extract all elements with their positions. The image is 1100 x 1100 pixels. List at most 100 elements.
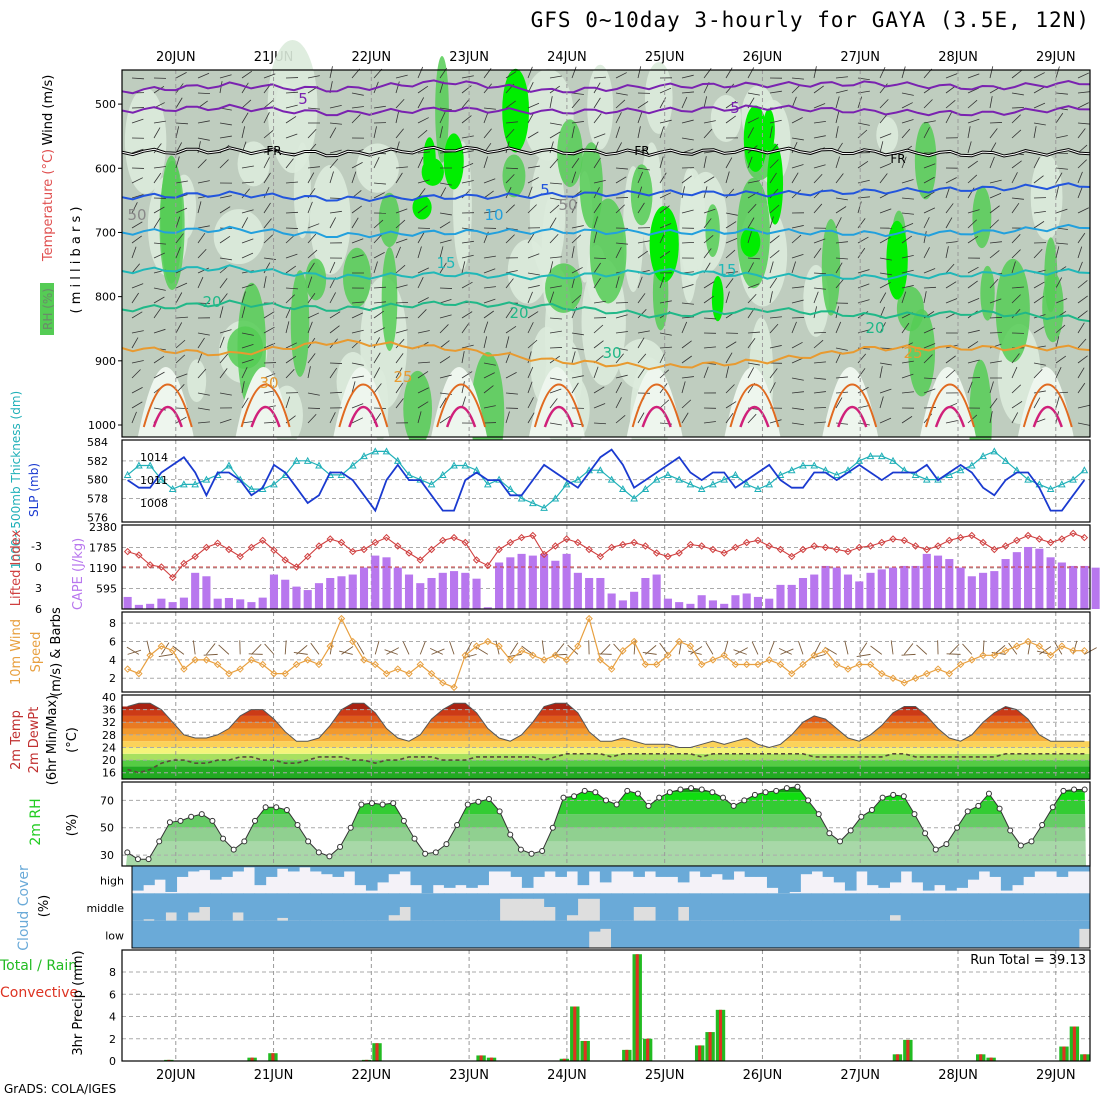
wind-barb: [879, 396, 884, 409]
wind-barb: [153, 252, 166, 259]
rh-marker: [954, 824, 961, 831]
wind-barb: [593, 386, 605, 394]
wind-barb: [615, 242, 628, 245]
rh-marker: [1039, 822, 1046, 828]
thickness-marker: [697, 485, 706, 493]
wind-barb: [153, 371, 165, 379]
wind-barb: [373, 337, 380, 349]
wind-barb: [307, 249, 318, 259]
panel-frame: [121, 949, 1091, 1062]
wind-barb: [527, 311, 539, 319]
cape-bar: [1024, 546, 1033, 609]
lifted-marker: [585, 545, 593, 554]
wind-barb: [725, 115, 736, 124]
cape-bar: [866, 572, 875, 609]
cloud-bar-high: [265, 866, 278, 877]
cloud-bar-high: [978, 866, 991, 872]
wind-barb: [1055, 396, 1060, 409]
rh-dry-area: [644, 62, 673, 134]
thickness-marker: [461, 461, 470, 469]
wind-barb: [615, 397, 622, 409]
cape-bar: [224, 597, 233, 609]
wind-barb: [857, 201, 862, 214]
wind-barb: [1077, 72, 1090, 79]
lifted-marker: [247, 543, 256, 552]
wind-barb: [219, 74, 232, 79]
wind-barb: [527, 253, 540, 259]
cape-bar: [922, 553, 931, 609]
cloud-bar-high: [911, 866, 924, 883]
tick-label: 582: [87, 455, 108, 468]
wind-barb: [769, 216, 774, 229]
lifted-marker: [776, 545, 785, 554]
wind-barb: [571, 351, 576, 364]
wind-barb: [527, 102, 540, 109]
lifted-marker: [664, 552, 672, 561]
surface-wind-barb: [659, 642, 669, 655]
wind-barb: [681, 381, 686, 394]
lifted-marker: [382, 533, 391, 542]
cloud-bar-high: [722, 866, 735, 880]
wind-speed-marker: [810, 651, 818, 660]
lifted-marker: [135, 551, 143, 559]
thickness-marker: [1001, 456, 1010, 464]
wind-speed-marker: [742, 660, 751, 669]
wind-barb: [593, 300, 606, 304]
wind-barb: [549, 75, 562, 79]
wind-barb: [879, 173, 888, 184]
wind-barb: [857, 96, 863, 109]
tick-label: high: [100, 875, 124, 888]
wind-barb: [1011, 384, 1022, 394]
wind-barb: [1077, 422, 1090, 426]
cloud-bar-high: [967, 866, 980, 880]
cloud-bar-low: [276, 920, 289, 948]
wind-barb: [923, 291, 927, 304]
wind-barb: [989, 122, 1003, 124]
wind-barb: [549, 398, 558, 409]
wind-barb: [681, 302, 694, 305]
wind-barb: [439, 239, 452, 244]
wind-barb: [241, 332, 254, 336]
cloud-bar-low: [377, 920, 389, 948]
cape-bar: [371, 555, 380, 609]
rh-marker: [656, 794, 663, 801]
cloud-bar-high: [1012, 866, 1024, 886]
rh-marker: [251, 817, 258, 824]
wind-barb: [1033, 72, 1045, 79]
rh-marker: [858, 813, 865, 820]
wind-barb: [879, 417, 892, 424]
wind-barb: [285, 116, 297, 124]
wind-barb: [637, 111, 643, 124]
wind-speed-marker: [292, 660, 301, 669]
wind-barb: [1033, 281, 1045, 289]
cape-bar: [314, 583, 324, 609]
wind-barb: [725, 401, 737, 409]
wind-barb: [747, 362, 760, 366]
wind-barb: [505, 167, 519, 170]
cloud-bar-low: [310, 920, 322, 948]
temp-line: [127, 702, 1085, 749]
cloud-bar-low: [922, 920, 935, 948]
cloud-bar-high: [1078, 866, 1091, 872]
thickness-marker: [596, 466, 605, 474]
wind-barb: [219, 278, 228, 289]
cape-bar: [933, 555, 943, 609]
wind-barb: [351, 403, 364, 409]
wind-barb: [813, 203, 823, 214]
axis-label: (m/s) & Barbs: [49, 607, 64, 697]
lifted-marker: [484, 561, 492, 570]
wind-barb: [461, 150, 474, 154]
cloud-bar-high: [566, 866, 579, 872]
footer-credit: GrADS: COLA/IGES: [4, 1082, 117, 1096]
date-tick-bottom: 26JUN: [743, 1068, 783, 1083]
wind-barb: [901, 373, 914, 379]
wind-barb: [439, 298, 452, 304]
wind-speed-marker: [776, 660, 785, 669]
wind-barb: [857, 247, 866, 259]
contour-label: FR: [634, 144, 649, 158]
cloud-bar-high: [399, 866, 411, 872]
wind-barb: [879, 272, 892, 276]
wind-barb: [725, 341, 737, 349]
cloud-bar-middle: [377, 893, 389, 921]
contour-label: 50: [127, 206, 146, 224]
